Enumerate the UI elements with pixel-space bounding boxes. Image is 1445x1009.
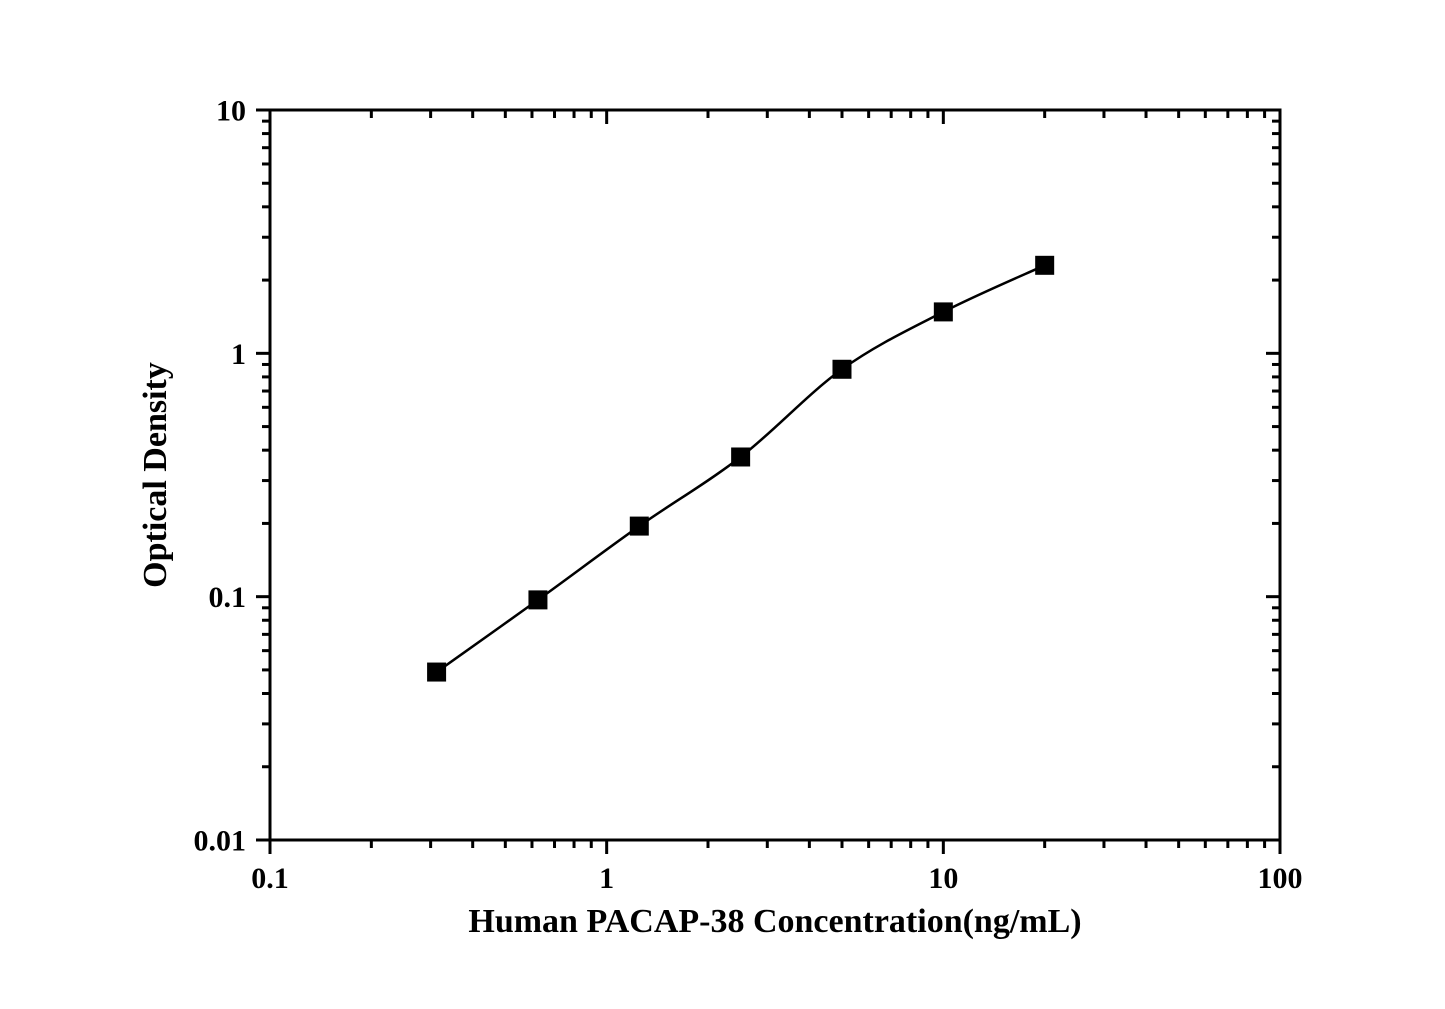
standard-curve-chart: 0.11101000.010.1110Human PACAP-38 Concen… [0,0,1445,1009]
data-marker [630,517,648,535]
y-tick-label: 1 [231,338,246,371]
y-tick-label: 0.1 [209,581,247,614]
y-tick-label: 10 [216,95,246,128]
x-tick-label: 0.1 [251,862,289,895]
y-tick-label: 0.01 [194,825,247,858]
data-marker [833,360,851,378]
data-marker [529,591,547,609]
data-marker [934,303,952,321]
x-tick-label: 10 [928,862,958,895]
data-marker [428,663,446,681]
x-tick-label: 1 [599,862,614,895]
data-marker [1036,256,1054,274]
y-axis-label: Optical Density [137,362,174,588]
data-marker [732,448,750,466]
chart-container: 0.11101000.010.1110Human PACAP-38 Concen… [0,0,1445,1009]
x-tick-label: 100 [1258,862,1303,895]
x-axis-label: Human PACAP-38 Concentration(ng/mL) [468,903,1081,940]
